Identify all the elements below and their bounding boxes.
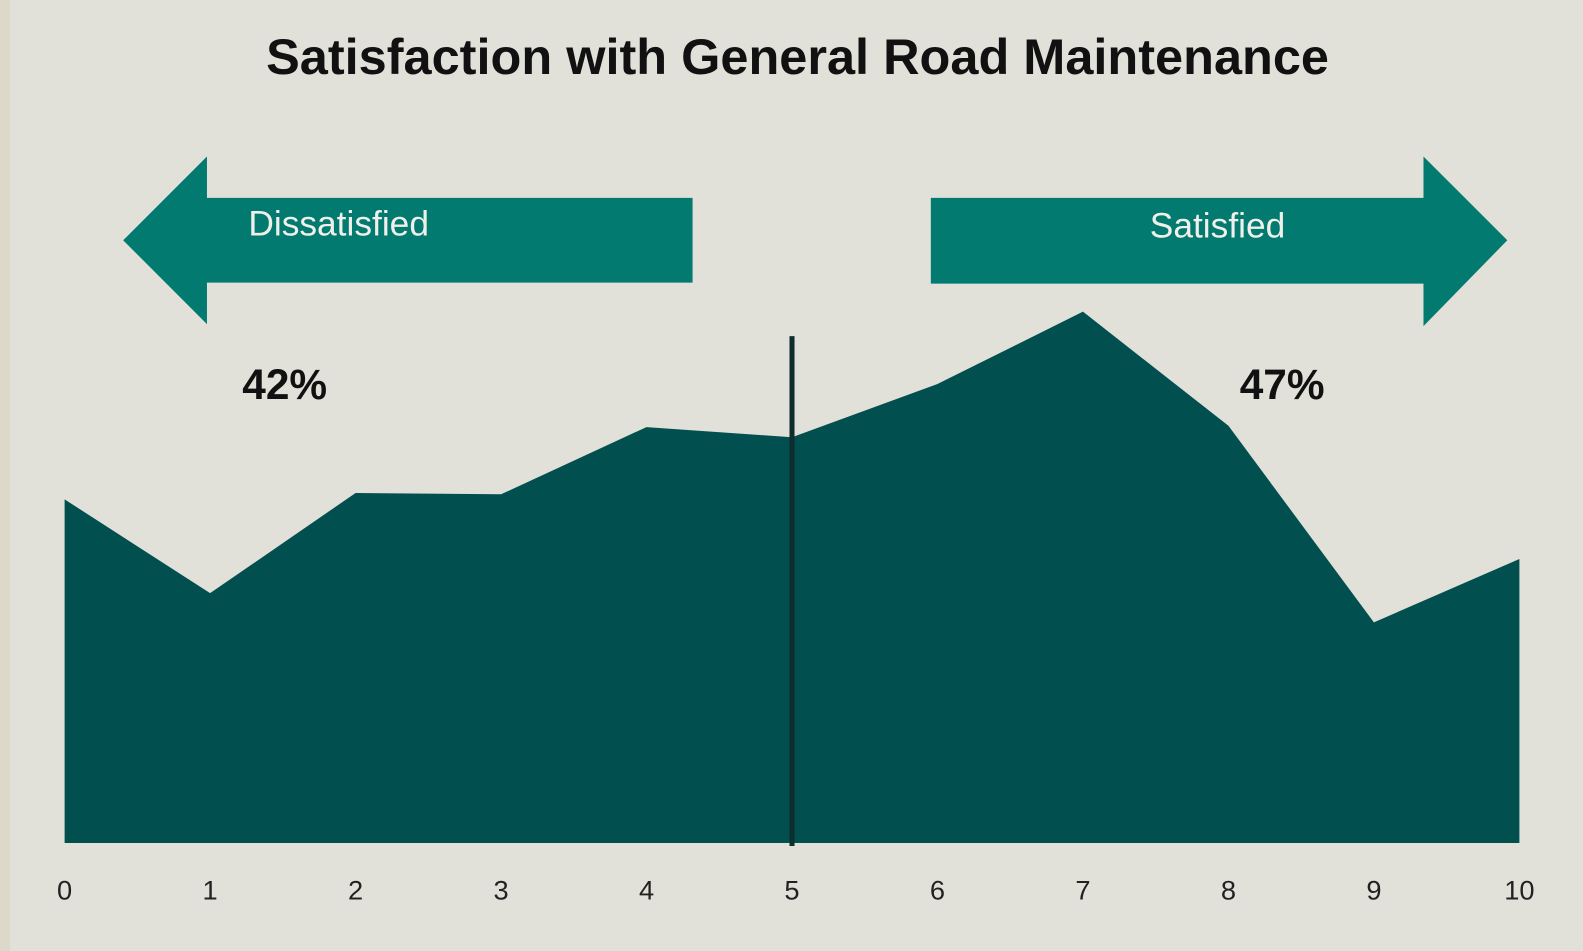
x-tick-label: 3 xyxy=(493,875,508,906)
x-tick-label: 7 xyxy=(1075,875,1090,906)
x-tick-label: 8 xyxy=(1221,875,1236,906)
right-share: 47% xyxy=(1240,361,1325,408)
x-tick-label: 4 xyxy=(639,875,654,906)
x-tick-label: 6 xyxy=(930,875,945,906)
x-tick-label: 0 xyxy=(57,875,72,906)
left-arrow xyxy=(123,156,693,325)
left-share: 42% xyxy=(242,361,327,408)
plot xyxy=(64,311,1520,847)
chart-title: Satisfaction with General Road Maintenan… xyxy=(266,28,1329,85)
right-arrow xyxy=(930,156,1508,327)
left-label: Dissatisfied xyxy=(248,204,429,243)
x-tick-label: 9 xyxy=(1366,875,1381,906)
x-tick-label: 2 xyxy=(348,875,363,906)
x-tick-label: 5 xyxy=(784,875,799,906)
x-tick-label: 10 xyxy=(1504,875,1534,906)
x-tick-label: 1 xyxy=(203,875,218,906)
right-label: Satisfied xyxy=(1150,206,1286,245)
